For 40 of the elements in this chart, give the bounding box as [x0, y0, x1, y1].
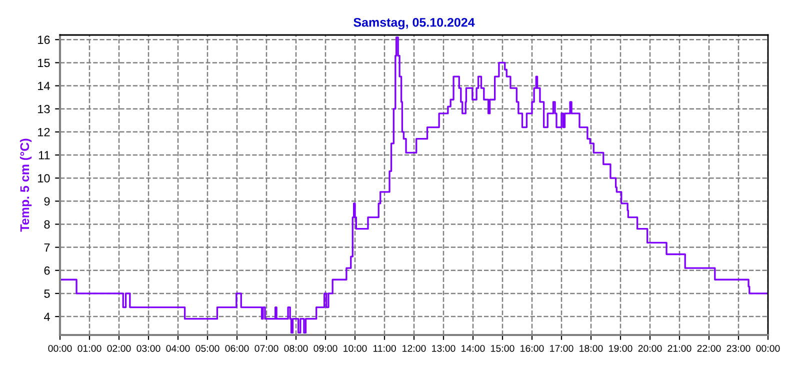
y-tick-label: 9 [44, 197, 50, 206]
x-tick-label: 07:00 [254, 344, 278, 352]
x-tick-label: 11:00 [373, 344, 396, 352]
y-tick-label: 7 [44, 243, 50, 252]
x-tick-label: 17:00 [550, 344, 574, 352]
x-tick-label: 23:00 [726, 344, 750, 352]
y-tick-label: 5 [44, 290, 50, 298]
x-tick-label: 15:00 [491, 344, 514, 352]
x-tick-label: 12:00 [402, 344, 426, 352]
x-tick-label: 08:00 [284, 344, 308, 352]
x-tick-label: 14:00 [462, 344, 485, 352]
x-tick-label: 19:00 [609, 344, 632, 352]
y-tick-label: 16 [38, 36, 50, 44]
x-tick-label: 00:00 [48, 344, 72, 352]
y-tick-label: 12 [38, 128, 50, 136]
x-tick-label: 21:00 [668, 344, 692, 352]
x-tick-label: 18:00 [580, 344, 603, 352]
y-tick-label: 14 [38, 82, 50, 90]
x-tick-label: 02:00 [107, 344, 131, 352]
y-tick-label: 8 [44, 220, 50, 229]
y-axis-title: Temp. 5 cm (°C) [20, 138, 32, 232]
x-tick-label: 05:00 [196, 344, 220, 352]
x-tick-label: 03:00 [136, 344, 160, 352]
y-tick-label: 4 [44, 312, 50, 321]
y-tick-label: 13 [38, 104, 50, 114]
x-tick-label: 20:00 [638, 344, 662, 352]
y-tick-label: 6 [44, 266, 50, 275]
x-tick-label: 06:00 [225, 344, 249, 352]
x-tick-label: 16:00 [520, 344, 544, 352]
x-tick-label: 09:00 [314, 344, 338, 352]
x-tick-label: 00:00 [756, 344, 780, 352]
y-tick-label: 10 [38, 174, 50, 182]
x-tick-label: 13:00 [432, 344, 456, 352]
y-tick-label: 15 [38, 58, 50, 68]
x-tick-label: 22:00 [697, 344, 721, 352]
x-tick-label: 04:00 [166, 344, 190, 352]
x-tick-label: 01:00 [78, 344, 102, 352]
y-tick-label: 11 [38, 151, 50, 160]
chart-title: Samstag, 05.10.2024 [354, 18, 475, 30]
x-tick-label: 10:00 [344, 344, 367, 352]
